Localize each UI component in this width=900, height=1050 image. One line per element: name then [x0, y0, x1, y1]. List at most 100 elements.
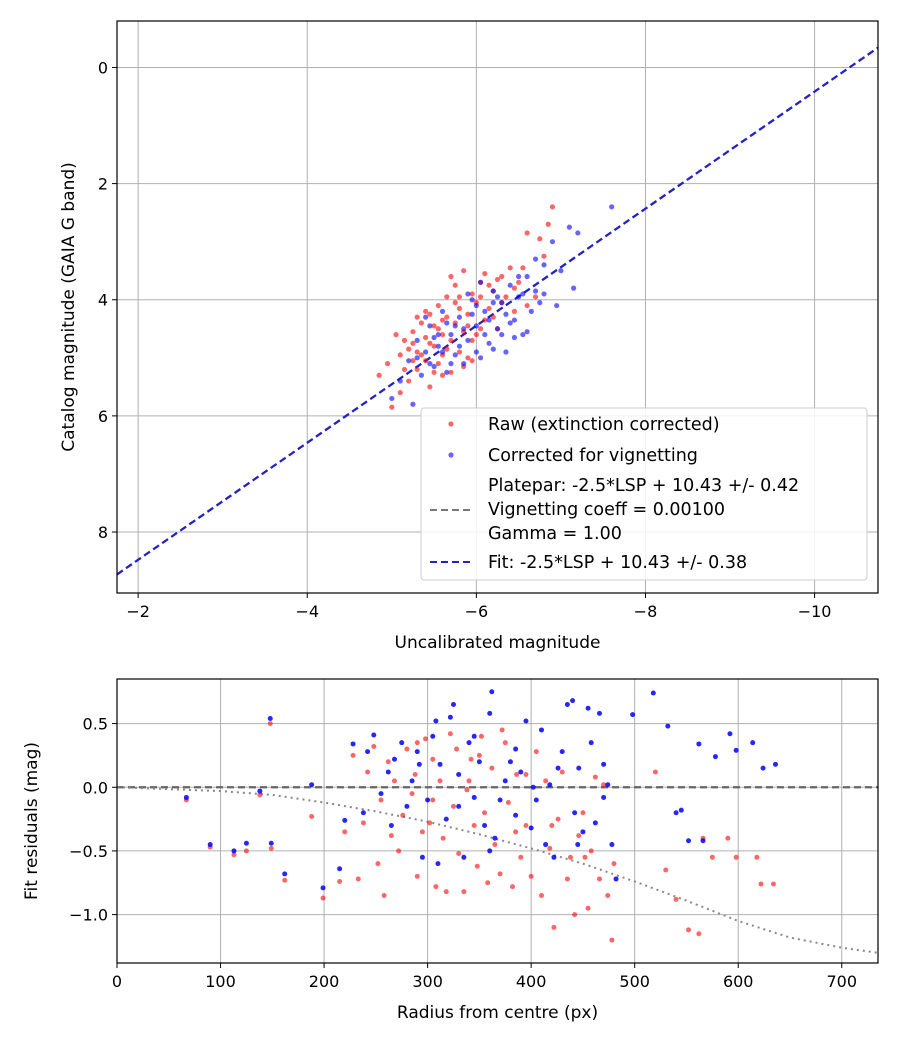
residuals-point-series-1: [309, 782, 315, 788]
calibration-point-series-0: [406, 346, 412, 352]
residuals-point-series-0: [355, 876, 361, 882]
calibration-point-series-0: [511, 308, 518, 314]
calibration-point-series-0: [444, 314, 450, 320]
calibration-point-series-0: [452, 282, 458, 288]
residuals-point-series-0: [559, 769, 565, 775]
calibration-point-series-0: [486, 282, 492, 288]
residuals-point-series-0: [478, 733, 484, 739]
residuals-point-series-0: [497, 871, 503, 877]
residuals-lines: [117, 786, 878, 954]
residuals-point-series-0: [564, 876, 570, 882]
residuals-point-series-1: [231, 848, 237, 854]
residuals-point-series-0: [580, 810, 586, 816]
calibration-point-series-0: [410, 329, 416, 335]
calibration-point-series-0: [439, 317, 446, 323]
residuals-point-series-0: [450, 803, 456, 809]
residuals-point-series-1: [727, 731, 733, 737]
calibration-point-series-0: [456, 294, 463, 300]
calibration-point-series-1: [571, 285, 577, 291]
residuals-point-series-0: [547, 845, 553, 851]
calibration-point-series-1: [482, 331, 488, 338]
residuals-point-series-1: [605, 782, 611, 788]
calibration-point-series-1: [494, 326, 501, 332]
residuals-point-series-0: [231, 852, 237, 858]
residuals-y-axis-label: Fit residuals (mag): [22, 742, 42, 900]
calibration-x-axis-label: Uncalibrated magnitude: [395, 633, 601, 653]
residuals-point-series-0: [582, 854, 588, 860]
calibration-point-series-1: [444, 369, 450, 375]
calibration-point-series-1: [389, 395, 395, 402]
calibration-point-series-1: [427, 361, 433, 367]
calibration-point-series-0: [469, 291, 475, 297]
calibration-point-series-0: [549, 204, 556, 210]
calibration-point-series-1: [423, 349, 429, 355]
residuals-point-series-1: [507, 759, 513, 765]
residuals-point-series-0: [673, 896, 679, 902]
residuals-point-series-0: [378, 797, 384, 803]
residuals-point-series-0: [533, 749, 539, 755]
calibration-point-series-0: [448, 337, 454, 343]
calibration-x-tick-label: −8: [634, 602, 658, 621]
calibration-point-series-0: [414, 349, 420, 355]
residuals-point-series-0: [585, 905, 591, 911]
calibration-point-series-0: [389, 404, 395, 410]
calibration-point-series-1: [456, 314, 463, 320]
calibration-point-series-1: [507, 320, 513, 326]
residuals-point-series-0: [468, 756, 474, 762]
residuals-point-series-1: [712, 754, 718, 760]
residuals-point-series-1: [282, 871, 288, 877]
calibration-point-series-0: [541, 253, 547, 259]
residuals-point-series-0: [476, 752, 482, 758]
residuals-point-series-1: [576, 765, 582, 771]
calibration-point-series-1: [575, 230, 581, 236]
calibration-point-series-1: [439, 308, 446, 314]
calibration-point-series-1: [431, 363, 437, 370]
residuals-y-tick-label: −0.5: [69, 842, 108, 861]
calibration-point-series-1: [461, 361, 467, 367]
residuals-point-series-0: [709, 854, 715, 860]
calibration-point-series-1: [520, 291, 526, 297]
residuals-point-series-1: [650, 690, 656, 696]
residuals-point-series-0: [609, 937, 615, 943]
calibration-point-series-0: [524, 230, 530, 236]
residuals-point-series-0: [549, 822, 555, 828]
calibration-point-series-1: [469, 297, 475, 303]
calibration-point-series-1: [549, 239, 556, 245]
calibration-point-series-0: [507, 265, 513, 271]
calibration-point-series-1: [477, 279, 484, 285]
residuals-plot-frame: [116, 678, 879, 964]
residuals-point-series-0: [412, 772, 418, 778]
residuals-x-tick-label: 600: [723, 972, 754, 991]
residuals-x-tick-label: 200: [309, 972, 340, 991]
residuals-point-series-0: [243, 848, 249, 854]
residuals-point-series-1: [365, 749, 371, 755]
calibration-point-series-0: [410, 340, 416, 346]
calibration-point-series-1: [414, 337, 420, 343]
calibration-point-series-0: [499, 273, 505, 280]
residuals-point-series-1: [609, 842, 615, 848]
legend-platepar-line: Gamma = 1.00: [488, 524, 622, 544]
residuals-point-series-0: [611, 861, 617, 867]
calibration-point-series-0: [503, 294, 509, 300]
residuals-point-series-1: [750, 740, 756, 746]
calibration-point-series-1: [490, 288, 496, 294]
residuals-point-series-0: [514, 772, 520, 778]
calibration-y-tick-label: 0: [98, 58, 108, 77]
residuals-point-series-0: [396, 848, 402, 854]
calibration-y-tick-label: 2: [98, 175, 108, 194]
residuals-point-series-0: [268, 845, 274, 851]
residuals-point-series-0: [605, 893, 611, 899]
legend-label-platepar: Platepar: -2.5*LSP + 10.43 +/- 0.42 Vigne…: [488, 476, 799, 544]
residuals-point-series-0: [543, 778, 549, 784]
calibration-point-series-0: [427, 340, 433, 346]
calibration-point-series-0: [477, 326, 484, 332]
calibration-x-tick-label: −2: [126, 602, 150, 621]
residuals-point-series-0: [430, 756, 436, 762]
residuals-point-series-1: [772, 761, 778, 767]
residuals-point-series-1: [371, 732, 377, 738]
residuals-point-series-0: [576, 833, 582, 839]
calibration-point-series-0: [545, 221, 551, 227]
calibration-point-series-1: [520, 331, 526, 338]
residuals-point-series-0: [365, 769, 371, 775]
